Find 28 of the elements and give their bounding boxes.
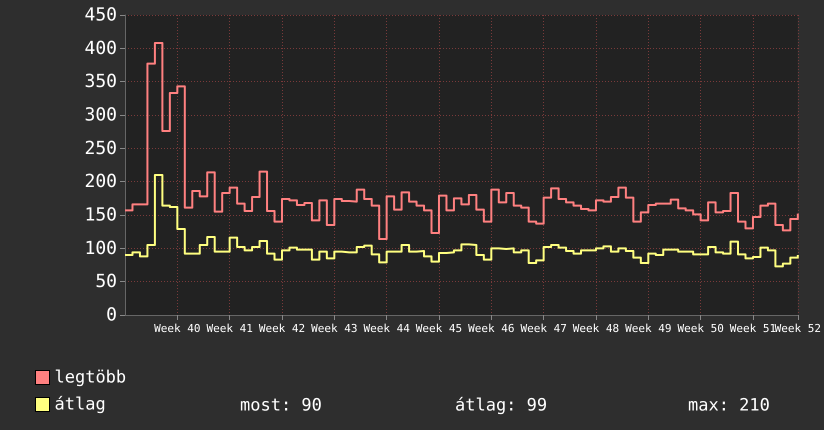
y-tick-label: 450 bbox=[84, 4, 117, 26]
y-tick-label: 250 bbox=[84, 138, 117, 159]
x-tick-label: Week 49 bbox=[625, 322, 672, 335]
text: átlag: 99 bbox=[455, 396, 548, 416]
y-tick-label: 150 bbox=[84, 204, 117, 226]
text: max: 210 bbox=[688, 396, 770, 416]
y-tick-label: 50 bbox=[95, 271, 117, 292]
x-tick-label: Week 46 bbox=[468, 322, 514, 335]
x-tick-label: Week 45 bbox=[416, 322, 462, 335]
y-tick-label: 0 bbox=[106, 304, 117, 326]
x-tick-label: Week 41 bbox=[206, 322, 253, 335]
legend-label: legtöbb bbox=[54, 368, 126, 388]
y-tick-label: 300 bbox=[84, 104, 117, 126]
x-tick-label: Week 40 bbox=[154, 322, 201, 335]
legend-label: átlag bbox=[54, 394, 106, 414]
x-tick-label: Week 43 bbox=[311, 322, 358, 335]
y-tick-label: 350 bbox=[84, 71, 117, 92]
x-tick-label: Week 48 bbox=[572, 322, 620, 335]
y-tick-label: 400 bbox=[84, 38, 117, 59]
x-tick-label: Week 52 bbox=[774, 322, 821, 335]
x-tick-label: Week 50 bbox=[677, 322, 724, 335]
x-tick-label: Week 47 bbox=[520, 322, 567, 335]
x-tick-label: Week 42 bbox=[258, 322, 306, 335]
y-tick-label: 200 bbox=[84, 171, 117, 192]
text: most: 90 bbox=[240, 396, 322, 416]
x-tick-label: Week 51 bbox=[730, 322, 776, 335]
x-tick-label: Week 44 bbox=[363, 322, 410, 335]
y-tick-label: 100 bbox=[84, 238, 117, 259]
